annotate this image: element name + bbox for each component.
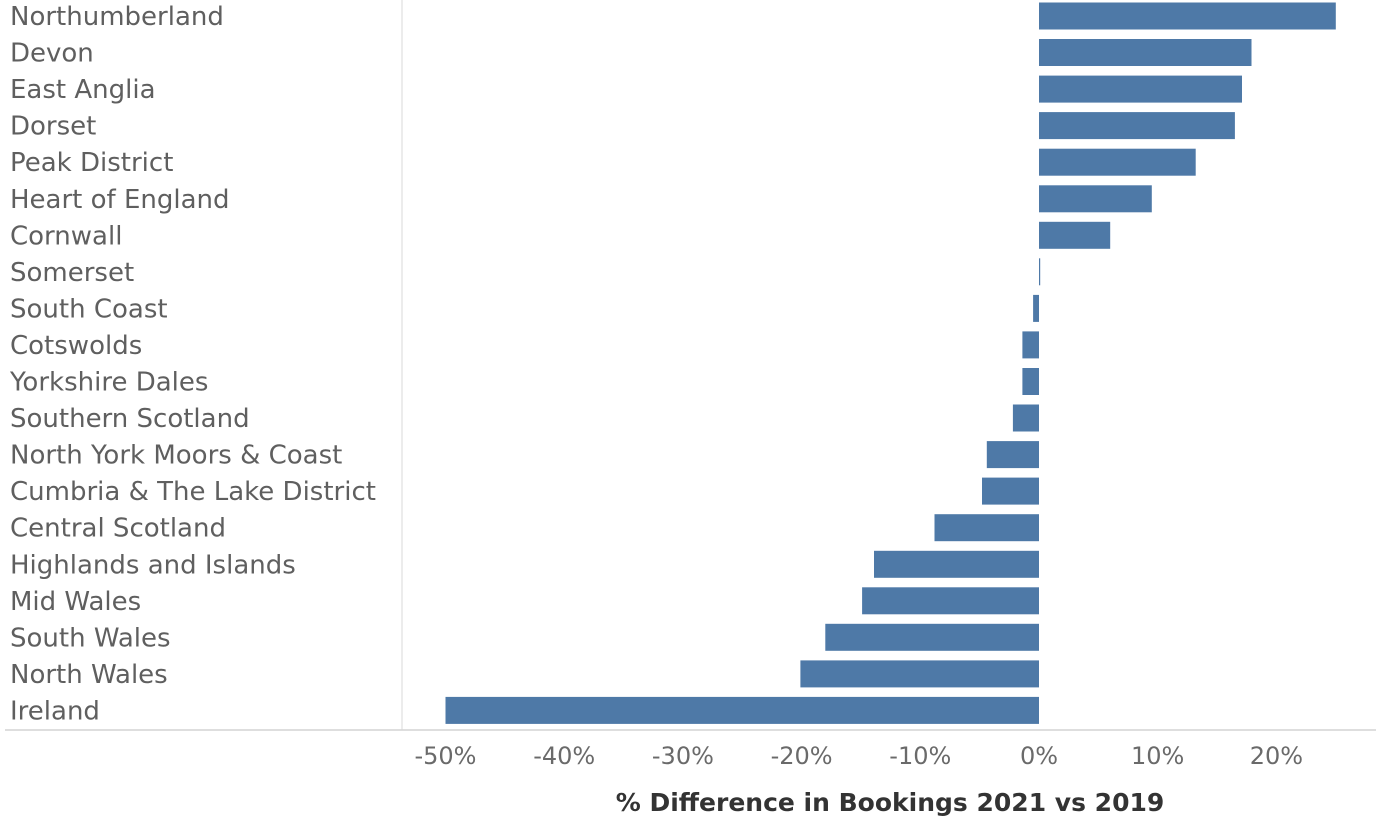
x-tick-label: 10%	[1131, 742, 1184, 770]
category-label: South Coast	[10, 294, 168, 324]
category-label: Devon	[10, 39, 94, 69]
bar[interactable]	[1033, 294, 1039, 322]
bar[interactable]	[982, 477, 1039, 505]
bar[interactable]	[1039, 75, 1242, 103]
bar[interactable]	[1039, 2, 1336, 30]
x-axis-ticks: -50% -40% -30% -20% -10% 0% 10% 20%	[414, 742, 1303, 770]
x-axis-title: % Difference in Bookings 2021 vs 2019	[616, 788, 1165, 817]
bars	[445, 2, 1336, 724]
bar[interactable]	[874, 550, 1039, 578]
category-label: Yorkshire Dales	[9, 368, 208, 398]
bar[interactable]	[1039, 112, 1235, 140]
bar[interactable]	[1039, 148, 1196, 176]
x-tick-label: -50%	[414, 742, 476, 770]
category-label: Southern Scotland	[10, 404, 250, 434]
bar[interactable]	[1022, 368, 1039, 395]
bar[interactable]	[1012, 404, 1039, 432]
category-label: South Wales	[10, 623, 171, 653]
category-label: East Anglia	[10, 75, 156, 105]
bar[interactable]	[800, 660, 1039, 688]
bar[interactable]	[445, 696, 1040, 724]
category-label: Central Scotland	[10, 514, 226, 544]
bar[interactable]	[862, 587, 1039, 615]
bar[interactable]	[1039, 39, 1252, 66]
category-label: Cornwall	[10, 221, 122, 251]
category-label: Cotswolds	[10, 331, 142, 361]
category-label: Somerset	[10, 258, 134, 288]
category-label: Ireland	[10, 696, 100, 726]
bar[interactable]	[1039, 185, 1152, 213]
category-label: Dorset	[10, 112, 96, 142]
bar[interactable]	[1039, 258, 1041, 286]
bar[interactable]	[986, 441, 1039, 469]
x-tick-label: -10%	[889, 742, 951, 770]
x-tick-label: -20%	[771, 742, 833, 770]
category-label: Cumbria & The Lake District	[10, 477, 376, 507]
x-tick-label: -30%	[652, 742, 714, 770]
x-tick-label: -40%	[533, 742, 595, 770]
category-label: Peak District	[10, 148, 173, 178]
category-label: Mid Wales	[10, 587, 141, 617]
bar[interactable]	[1022, 331, 1039, 359]
bar[interactable]	[825, 623, 1039, 651]
category-label: North Wales	[10, 660, 168, 690]
category-label: North York Moors & Coast	[10, 441, 342, 471]
x-tick-label: 0%	[1020, 742, 1058, 770]
bar[interactable]	[1039, 221, 1111, 249]
category-label: Highlands and Islands	[10, 550, 296, 580]
bar[interactable]	[934, 514, 1040, 542]
x-tick-label: 20%	[1250, 742, 1303, 770]
category-label: Heart of England	[10, 185, 230, 215]
category-labels: Northumberland Devon East Anglia Dorset Peak…	[9, 2, 376, 726]
category-label: Northumberland	[10, 2, 224, 32]
